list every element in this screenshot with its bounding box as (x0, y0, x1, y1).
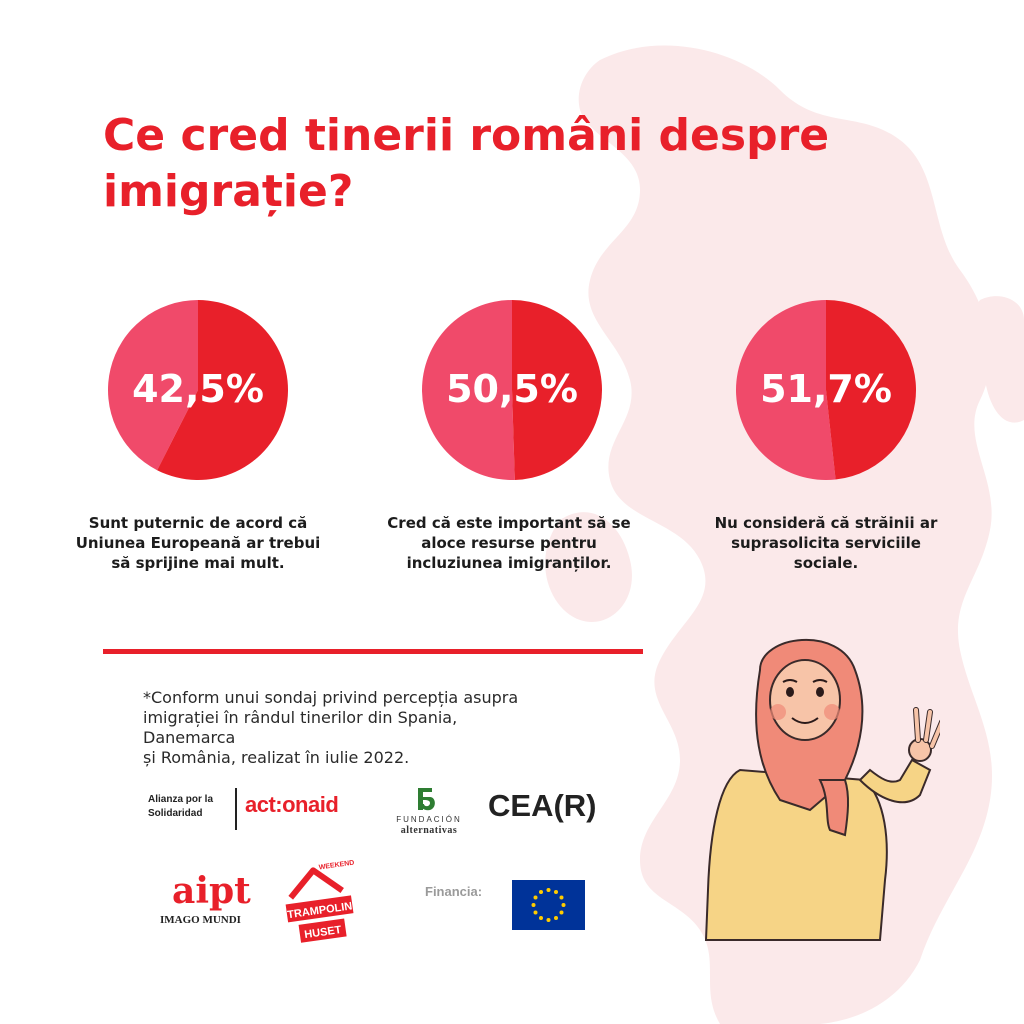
eu-star-icon (554, 890, 558, 895)
actionaid-logo: act:onaid (245, 792, 339, 817)
pie-chart-3-svg (736, 300, 916, 480)
caption-line: Cred că este important să se (387, 514, 631, 532)
trampolin-huset-logo: WEEKEND TRAMPOLIN HUSET (285, 860, 355, 943)
caption-line: să sprijine mai mult. (111, 554, 285, 572)
eu-flag-icon (512, 880, 585, 930)
pie-2-slice-rest (512, 300, 602, 480)
trampolin-bottom-text: HUSET (304, 924, 343, 941)
caption-line: aloce resurse pentru (421, 534, 597, 552)
pie-chart-2-svg (422, 300, 602, 480)
caption-line: sociale. (793, 554, 859, 572)
pie-3-caption: Nu consideră că străinii ar suprasolicit… (686, 513, 966, 573)
pie-1-slice-rest (157, 300, 288, 480)
pie-chart-2: 50,5% (422, 300, 602, 480)
pie-3-slice-rest (826, 300, 916, 480)
eu-star-icon (539, 915, 543, 920)
pie-1-value-label: 42,5% (132, 367, 264, 411)
pie-3-value-label: 51,7% (760, 367, 892, 411)
eu-star-icon (533, 910, 538, 915)
pie-chart-3: 51,7% (736, 300, 916, 480)
pie-2-slice-share (422, 300, 515, 480)
caption-line: suprasolicita serviciile (731, 534, 921, 552)
financia-label: Financia: (425, 884, 483, 899)
caption-line: Nu consideră că străinii ar (714, 514, 938, 532)
fundacion-bottom: alternativas (400, 825, 458, 836)
eu-star-icon (559, 910, 564, 915)
pie-2-value-label: 50,5% (446, 367, 578, 411)
pie-1-caption: Sunt puternic de acord că Uniunea Europe… (58, 513, 338, 573)
pie-chart-1: 42,5% (108, 300, 288, 480)
fundacion-top: FUNDACIÓN (396, 815, 462, 824)
aipt-logo-mark: aipt (172, 872, 251, 910)
section-divider (103, 649, 643, 654)
ceari-logo: CEA(R) (488, 788, 597, 823)
logo-separator (235, 788, 237, 830)
imago-mundi-text: IMAGO MUNDI (160, 914, 241, 926)
eu-star-icon (561, 903, 566, 907)
caption-line: Uniunea Europeană ar trebui (75, 534, 321, 552)
alianza-logo: Alianza por la Solidaridad (148, 793, 213, 821)
woman-illustration (704, 638, 940, 941)
alianza-line: Solidaridad (148, 808, 203, 819)
pie-1-slice-share (108, 300, 198, 471)
footnote-line: *Conform unui sondaj privind percepția a… (143, 688, 519, 707)
eu-star-icon (546, 918, 551, 922)
title-line-1: Ce cred tinerii români despre (103, 110, 830, 161)
trampolin-top-text: WEEKEND (318, 860, 354, 871)
eu-star-icon (539, 890, 543, 895)
fundacion-logo-text: FUNDACIÓN alternativas (384, 814, 474, 836)
caption-line: incluziunea imigranților. (406, 554, 612, 572)
eu-star-icon (559, 895, 564, 900)
eu-star-icon (546, 888, 551, 892)
eu-star-icon (531, 903, 536, 907)
footnote-line: și România, realizat în iulie 2022. (143, 748, 410, 767)
fundacion-mark-icon (418, 788, 435, 811)
caption-line: Sunt puternic de acord că (88, 514, 308, 532)
survey-footnote: *Conform unui sondaj privind percepția a… (143, 688, 543, 768)
pie-2-caption: Cred că este important să se aloce resur… (369, 513, 649, 573)
title-line-2: imigrație? (103, 166, 354, 217)
footnote-line: imigrației în rândul tinerilor din Spani… (143, 708, 458, 747)
pie-chart-1-svg (108, 300, 288, 480)
eu-star-icon (554, 915, 558, 920)
aipt-mark-text: aipt (172, 870, 251, 912)
page-title: Ce cred tinerii români despre imigrație? (103, 108, 923, 220)
alianza-line: Alianza por la (148, 794, 214, 805)
eu-star-icon (533, 895, 538, 900)
pie-3-slice-share (736, 300, 836, 480)
